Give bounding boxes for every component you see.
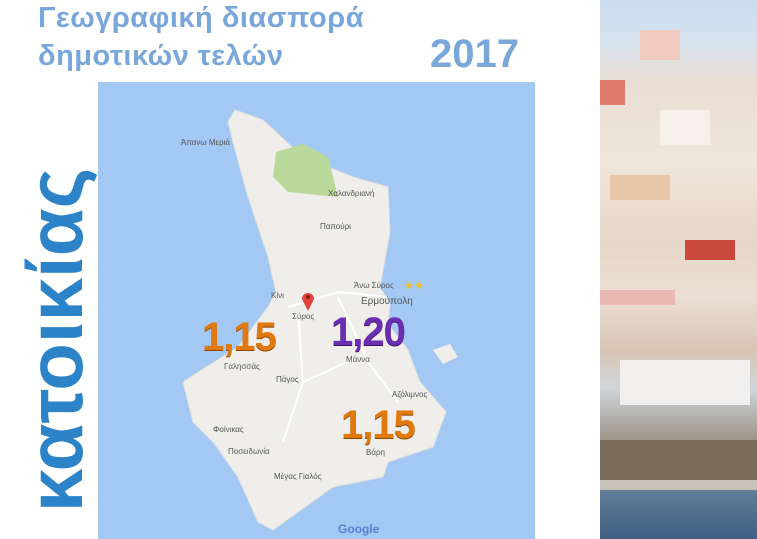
title-year: 2017 — [430, 32, 519, 76]
value-label-vari: 1,15 — [341, 403, 416, 447]
place-label: Μάννα — [346, 355, 370, 364]
place-label: Φοίνικας — [213, 425, 244, 434]
place-label: Άπανω Μεριά — [181, 138, 231, 147]
place-label: Χαλανδριανή — [328, 189, 375, 198]
title-line-2: δημοτικών τελών — [38, 40, 284, 72]
star-icon: ★★ — [404, 280, 424, 292]
place-label: Κίνι — [271, 291, 284, 300]
place-label: Πάγος — [276, 375, 299, 384]
town-photo — [600, 0, 757, 539]
title-line-1: Γεωγραφική διασπορά — [38, 2, 365, 34]
place-label: Ερμούπολη — [361, 296, 413, 307]
map[interactable]: Άπανω Μεριά Χαλανδριανή Παπούρι Άνω Σύρο… — [98, 82, 535, 539]
value-label-ermoupoli: 1,20 — [331, 310, 406, 354]
place-label: Γαλησσάς — [224, 362, 260, 371]
place-label: Παπούρι — [320, 222, 351, 231]
google-attribution: Google — [338, 522, 380, 536]
place-label: Σύρος — [292, 312, 315, 321]
place-label: Βάρη — [366, 448, 385, 457]
island-shape — [182, 109, 458, 531]
vertical-label: κατοικίας — [11, 167, 99, 513]
place-label: Αζόλιμνος — [392, 390, 428, 399]
place-label: Άνω Σύρος — [354, 281, 394, 290]
place-label: Ποσειδωνία — [228, 447, 270, 456]
value-label-galissas: 1,15 — [202, 315, 277, 359]
place-label: Μέγας Γιαλός — [274, 472, 322, 481]
